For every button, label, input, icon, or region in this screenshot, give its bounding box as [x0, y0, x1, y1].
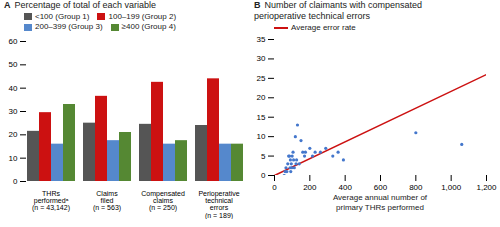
- svg-text:THRsperformedᵃ(n = 43,142): THRsperformedᵃ(n = 43,142): [32, 189, 70, 212]
- svg-text:1,000: 1,000: [441, 183, 462, 192]
- svg-text:10: 10: [9, 153, 18, 162]
- svg-text:60: 60: [9, 37, 18, 46]
- svg-text:40: 40: [9, 83, 18, 92]
- svg-text:35: 35: [257, 35, 266, 44]
- svg-text:1,200: 1,200: [476, 183, 497, 192]
- svg-text:30: 30: [257, 54, 266, 63]
- html-text:200–399 (Group 3): 200–399 (Group 3): [35, 22, 103, 32]
- svg-text:50: 50: [9, 60, 18, 69]
- html-text:A Percentage of total of each: A Percentage of total of each variable: [4, 0, 157, 10]
- html-text:≥400 (Group 4): ≥400 (Group 4): [121, 22, 176, 32]
- html-text:Average error rate: Average error rate: [291, 22, 356, 32]
- html-text:Average annual number of prima: Average annual number of primary THRs pe…: [332, 193, 428, 212]
- svg-text:0: 0: [272, 183, 277, 192]
- svg-text:20: 20: [257, 93, 266, 102]
- svg-text:0: 0: [13, 177, 18, 186]
- html-text:100–199 (Group 2): 100–199 (Group 2): [108, 11, 177, 21]
- svg-text:20: 20: [9, 130, 18, 139]
- svg-text:Perioperativetechnicalerrors(n: Perioperativetechnicalerrors(n = 189): [198, 189, 239, 218]
- svg-text:Claimsfiled(n = 563): Claimsfiled(n = 563): [93, 189, 121, 212]
- svg-text:200: 200: [303, 183, 317, 192]
- svg-text:10: 10: [257, 132, 266, 141]
- svg-text:800: 800: [409, 183, 423, 192]
- svg-text:400: 400: [338, 183, 352, 192]
- svg-text:30: 30: [9, 107, 18, 116]
- svg-text:15: 15: [257, 113, 266, 122]
- svg-text:25: 25: [257, 74, 266, 83]
- svg-text:0: 0: [261, 171, 266, 180]
- svg-text:600: 600: [374, 183, 388, 192]
- svg-text:5: 5: [261, 152, 266, 161]
- html-text:B Number of claimants with com: B Number of claimants with compensated p…: [254, 0, 423, 21]
- svg-text:Compensatedclaims(n = 250): Compensatedclaims(n = 250): [141, 189, 185, 212]
- html-text:<100 (Group 1): <100 (Group 1): [35, 11, 90, 21]
